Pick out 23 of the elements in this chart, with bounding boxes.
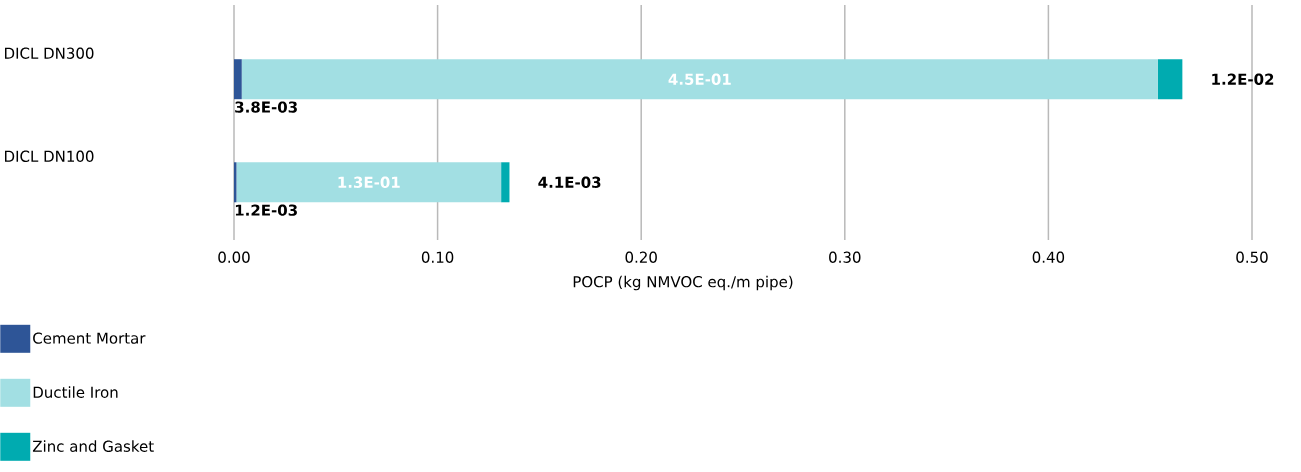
legend-label: Ductile Iron (33, 386, 118, 398)
data-label: 3.8E-03 (235, 101, 297, 113)
x-tick-label: 0.10 (421, 251, 454, 263)
x-tick-label: 0.40 (1032, 251, 1065, 263)
data-label: 1.3E-01 (338, 176, 400, 188)
legend-label: Cement Mortar (33, 332, 146, 344)
data-label: 4.1E-03 (538, 176, 601, 188)
data-label: 1.2E-03 (235, 204, 297, 216)
bar (234, 59, 242, 100)
data-label: 1.2E-02 (1212, 73, 1274, 85)
y-tick-label: DICL DN100 (5, 150, 94, 162)
bar (1157, 59, 1183, 100)
data-label: 4.5E-01 (668, 73, 731, 85)
x-tick-label: 0.20 (625, 251, 657, 263)
x-axis-title: POCP (kg NMVOC eq./m pipe) (573, 275, 793, 291)
x-tick-label: 0.00 (218, 251, 250, 263)
legend-label: Zinc and Gasket (32, 440, 154, 452)
bar (236, 162, 502, 203)
bar (501, 162, 510, 203)
y-tick-label: DICL DN300 (5, 47, 94, 59)
x-tick-label: 0.30 (829, 251, 861, 263)
x-tick-label: 0.50 (1236, 251, 1268, 263)
bar (241, 59, 1158, 100)
